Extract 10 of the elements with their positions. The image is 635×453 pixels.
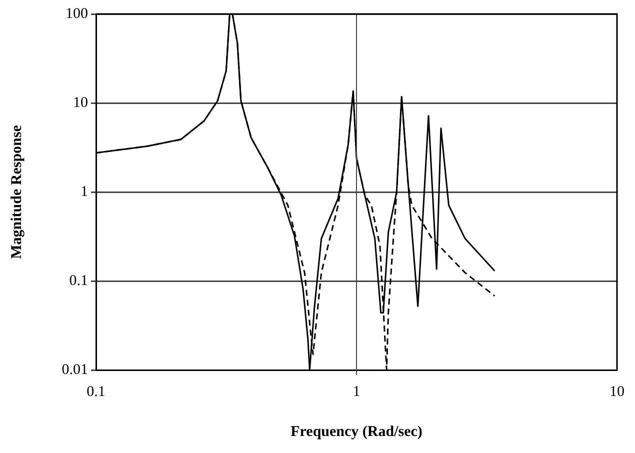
y-tick-label: 0.1: [69, 272, 88, 289]
x-tick-label: 10: [610, 384, 624, 400]
y-axis-title: Magnitude Response: [8, 124, 25, 259]
y-tick-label: 10: [73, 94, 88, 111]
x-axis-title: Frequency (Rad/sec): [290, 424, 422, 440]
y-tick-label: 0.01: [62, 362, 88, 378]
x-tick-label: 0.1: [86, 384, 106, 400]
x-tick-label: 1: [352, 384, 360, 400]
y-tick-label: 100: [66, 6, 88, 22]
y-tick-label: 1: [80, 184, 88, 200]
